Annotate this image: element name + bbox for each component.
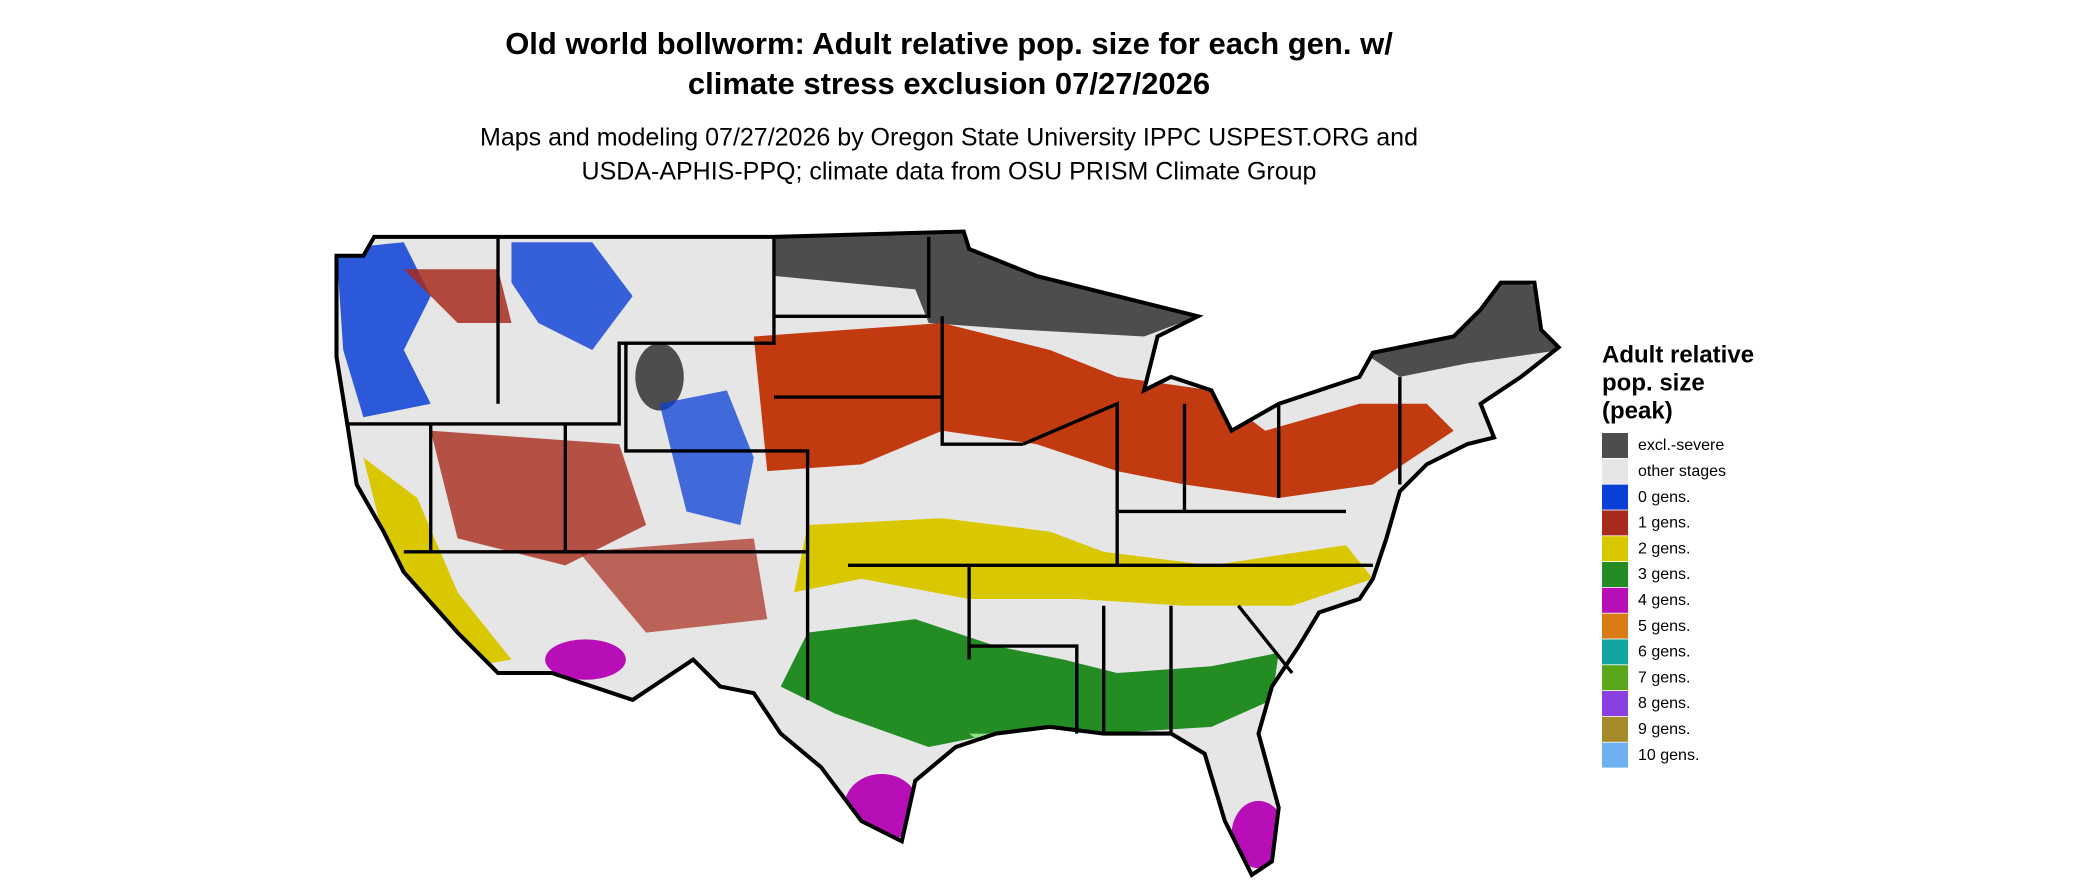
legend-label: 7 gens. bbox=[1638, 669, 1690, 686]
map bbox=[337, 229, 1562, 875]
legend-swatch bbox=[1602, 639, 1628, 665]
legend-swatch bbox=[1602, 536, 1628, 562]
legend-label: 9 gens. bbox=[1638, 721, 1690, 738]
legend-title: pop. size bbox=[1602, 369, 1705, 396]
legend-swatch bbox=[1602, 742, 1628, 768]
legend-swatch bbox=[1602, 484, 1628, 510]
legend-swatch bbox=[1602, 716, 1628, 742]
legend-label: excl.-severe bbox=[1638, 437, 1724, 454]
legend-swatch bbox=[1602, 562, 1628, 587]
legend-swatch bbox=[1602, 587, 1628, 613]
title: climate stress exclusion 07/27/2026 bbox=[688, 66, 1210, 101]
legend-swatch bbox=[1602, 665, 1628, 691]
legend-swatch bbox=[1602, 433, 1628, 458]
legend-label: 8 gens. bbox=[1638, 695, 1690, 712]
legend-label: 5 gens. bbox=[1638, 618, 1690, 635]
legend-swatch bbox=[1602, 510, 1628, 536]
legend-label: 6 gens. bbox=[1638, 644, 1690, 661]
legend-label: other stages bbox=[1638, 463, 1726, 480]
legend-title: Adult relative bbox=[1602, 341, 1754, 368]
subtitle: Maps and modeling 07/27/2026 by Oregon S… bbox=[480, 124, 1418, 152]
legend-swatch bbox=[1602, 691, 1628, 716]
title: Old world bollworm: Adult relative pop. … bbox=[505, 26, 1393, 61]
legend-label: 1 gens. bbox=[1638, 515, 1690, 532]
legend-title: (peak) bbox=[1602, 397, 1673, 424]
legend-label: 0 gens. bbox=[1638, 489, 1690, 506]
legend-swatch bbox=[1602, 458, 1628, 484]
legend-label: 10 gens. bbox=[1638, 747, 1699, 764]
legend-label: 3 gens. bbox=[1638, 566, 1690, 583]
legend-label: 2 gens. bbox=[1638, 540, 1690, 557]
legend-swatch bbox=[1602, 613, 1628, 639]
legend-label: 4 gens. bbox=[1638, 592, 1690, 609]
subtitle: USDA-APHIS-PPQ; climate data from OSU PR… bbox=[582, 158, 1317, 186]
